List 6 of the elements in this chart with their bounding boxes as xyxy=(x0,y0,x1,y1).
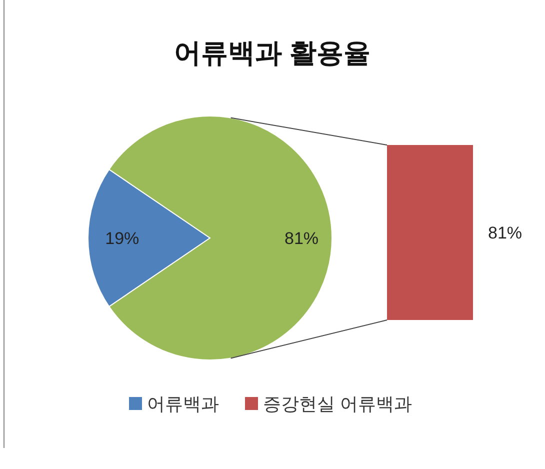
legend-label: 어류백과 xyxy=(147,394,219,414)
data-label: 81% xyxy=(488,224,522,242)
data-label: 19% xyxy=(105,229,140,248)
data-label: 81% xyxy=(284,229,319,248)
chart-title: 어류백과 활용율 xyxy=(174,38,371,68)
legend-label: 증강현실 어류백과 xyxy=(263,394,412,414)
